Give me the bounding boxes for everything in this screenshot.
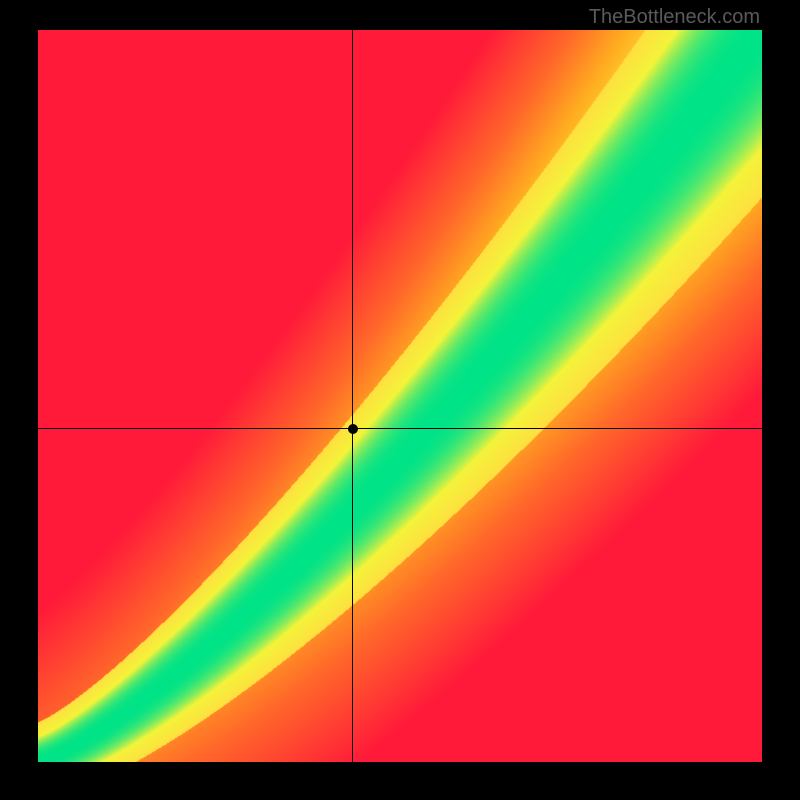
watermark-text: TheBottleneck.com	[589, 6, 760, 29]
chart-container: TheBottleneck.com	[0, 0, 800, 800]
crosshair-marker	[348, 424, 358, 434]
crosshair-vertical	[352, 30, 353, 762]
crosshair-horizontal	[38, 428, 762, 429]
heatmap-canvas	[38, 30, 762, 762]
